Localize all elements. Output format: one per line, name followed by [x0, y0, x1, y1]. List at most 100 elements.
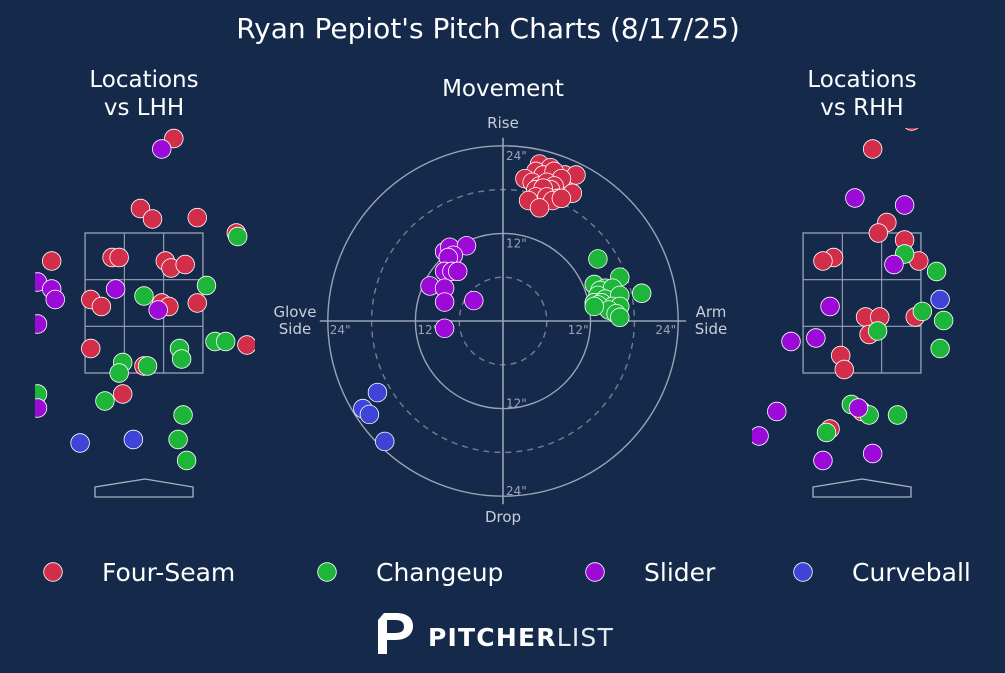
movement-ring-labels: 24" 12" 12" 24" 24" 12" 12" 24": [330, 149, 676, 498]
movement-points: [353, 154, 652, 452]
movement-point-changeup: [584, 296, 604, 317]
lhh-point-changeup: [176, 450, 197, 471]
rhh-point-slider: [781, 331, 801, 352]
rhh-point-changeup: [887, 405, 908, 425]
rhh-point-slider: [862, 443, 883, 464]
movement-panel-title: Movement: [442, 76, 564, 102]
lhh-point-changeup: [109, 363, 129, 383]
legend-marker-four-seam: [43, 562, 63, 582]
axis-label-rise: Rise: [487, 114, 519, 132]
legend-label-changeup: Changeup: [376, 558, 503, 587]
lhh-point-four-seam: [237, 335, 255, 355]
lhh-point-slider: [152, 139, 172, 159]
pitcherlist-p-icon: [378, 613, 413, 654]
axis-label-drop: Drop: [485, 508, 521, 526]
lhh-point-changeup: [134, 286, 154, 306]
movement-point-slider: [434, 318, 455, 339]
movement-point-slider: [434, 292, 455, 312]
lhh-point-changeup: [171, 349, 192, 369]
chart-title: Ryan Pepiot's Pitch Charts (8/17/25): [236, 12, 740, 45]
rhh-location-panel: [752, 128, 954, 498]
lhh-point-four-seam: [91, 296, 112, 317]
movement-point-changeup: [588, 249, 608, 269]
rhh-points: [752, 128, 954, 471]
lhh-point-changeup: [215, 331, 236, 352]
lhh-point-changeup: [137, 356, 158, 376]
movement-ring-label: 12": [417, 323, 438, 337]
lhh-point-changeup: [173, 405, 193, 425]
lhh-point-four-seam: [142, 209, 163, 229]
lhh-point-changeup: [168, 429, 188, 450]
lhh-point-changeup: [95, 391, 115, 411]
lhh-point-four-seam: [42, 251, 62, 271]
lhh-point-four-seam: [112, 384, 133, 404]
movement-point-slider: [448, 261, 468, 282]
rhh-point-changeup: [933, 310, 954, 331]
lhh-panel-title-line2: vs LHH: [104, 95, 184, 121]
lhh-panel-title-line1: Locations: [89, 67, 198, 93]
lhh-point-slider: [105, 279, 126, 299]
movement-ring-label: 24": [655, 323, 676, 337]
lhh-point-four-seam: [175, 254, 195, 275]
brand-name: PITCHERLIST: [428, 623, 614, 652]
rhh-point-slider: [845, 188, 865, 208]
rhh-point-slider: [813, 450, 833, 471]
movement-point-curveball: [375, 431, 395, 452]
lhh-point-slider: [45, 289, 65, 310]
movement-ring-label: 24": [506, 149, 527, 163]
movement-point-curveball: [367, 382, 388, 403]
movement-ring-label: 24": [330, 323, 351, 337]
rhh-point-changeup: [930, 338, 950, 359]
movement-ring-label: 24": [506, 484, 527, 498]
rhh-panel-title-line2: vs RHH: [820, 95, 903, 121]
rhh-point-changeup: [912, 301, 933, 322]
legend-label-slider: Slider: [644, 558, 716, 587]
lhh-point-slider: [35, 314, 48, 334]
rhh-point-curveball: [930, 289, 950, 310]
legend-label-four-seam: Four-Seam: [102, 558, 235, 587]
movement-point-changeup: [610, 307, 630, 328]
axis-label-glove-line1: Glove: [273, 303, 316, 321]
rhh-point-slider: [884, 254, 904, 275]
lhh-point-four-seam: [187, 207, 207, 228]
rhh-point-changeup: [816, 422, 837, 443]
lhh-home-plate: [94, 478, 194, 498]
movement-ring-label: 12": [506, 236, 527, 250]
lhh-point-curveball: [70, 433, 90, 453]
lhh-point-four-seam: [81, 338, 101, 359]
movement-point-curveball: [359, 404, 380, 425]
movement-point-four-seam: [551, 188, 572, 209]
rhh-point-changeup: [867, 321, 888, 341]
lhh-location-panel: [35, 128, 255, 498]
axis-label-glove-line2: Side: [279, 320, 311, 338]
lhh-point-four-seam: [109, 247, 129, 268]
axis-label-arm-line1: Arm: [696, 303, 727, 321]
legend: Four-Seam Changeup Slider Curveball: [43, 558, 971, 587]
legend-marker-curveball: [793, 562, 813, 582]
rhh-point-four-seam: [904, 128, 919, 131]
brand-name-bold: PITCHER: [428, 623, 557, 652]
lhh-point-four-seam: [187, 293, 207, 313]
rhh-point-slider: [820, 296, 840, 317]
rhh-point-changeup: [926, 261, 947, 282]
rhh-point-slider: [767, 401, 787, 422]
rhh-point-slider: [752, 426, 769, 446]
rhh-point-four-seam: [868, 223, 889, 243]
rhh-point-slider: [806, 328, 826, 348]
lhh-point-changeup: [196, 275, 217, 296]
movement-panel: Rise Drop Glove Side Arm Side 24" 12" 12" 2…: [273, 114, 727, 526]
movement-grid: [319, 137, 687, 505]
movement-point-changeup: [632, 283, 652, 303]
movement-point-slider: [464, 290, 484, 311]
movement-ring-label: 12": [506, 397, 527, 411]
rhh-point-four-seam: [862, 139, 883, 159]
rhh-point-four-seam: [813, 251, 833, 271]
rhh-home-plate: [812, 478, 912, 498]
lhh-point-slider: [148, 300, 168, 320]
rhh-point-slider: [848, 398, 869, 418]
axis-label-arm-line2: Side: [695, 320, 727, 338]
lhh-point-slider: [35, 398, 48, 418]
legend-marker-changeup: [317, 562, 337, 582]
lhh-point-curveball: [123, 429, 144, 450]
